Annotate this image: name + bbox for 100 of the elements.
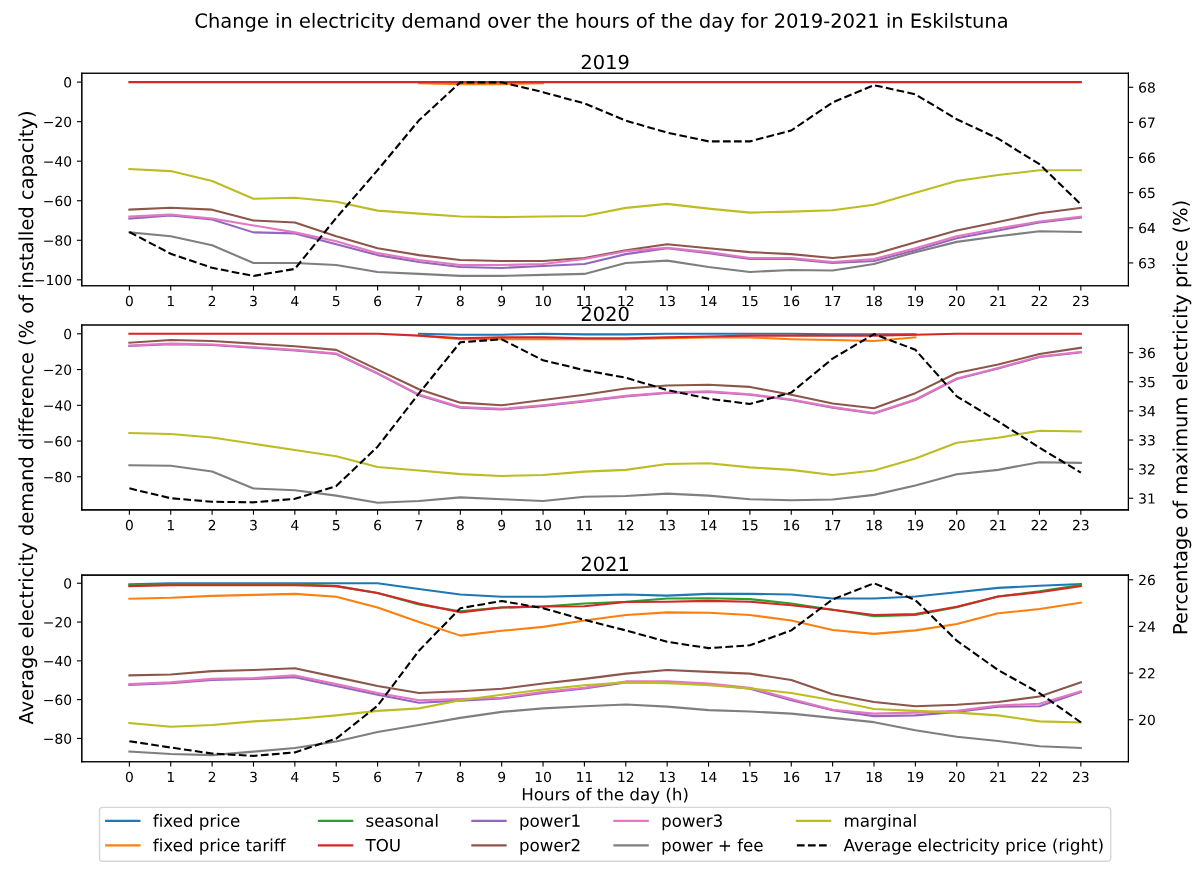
x-tick-label: 13 (659, 771, 675, 783)
legend-label: fixed price tariff (153, 838, 286, 855)
y-tick-label: 0 (64, 578, 72, 589)
x-tick-label: 14 (701, 295, 717, 307)
x-tick-label: 0 (125, 295, 133, 307)
x-tick-label: 23 (1073, 519, 1089, 531)
y-tick-label: −80 (44, 235, 72, 246)
y-tick-label: −80 (44, 471, 72, 483)
x-tick-label: 8 (456, 771, 464, 783)
x-tick-label: 17 (825, 771, 841, 782)
y2-tick-label: 33 (1139, 435, 1155, 446)
x-tick-label: 12 (618, 771, 634, 782)
legend-label: Average electricity price (right) (843, 838, 1103, 855)
x-tick-label: 1 (167, 520, 174, 531)
x-tick-label: 1 (167, 295, 174, 307)
x-tick-label: 7 (415, 295, 423, 307)
x-tick-label: 11 (577, 771, 592, 782)
line-series (128, 667, 1082, 708)
line-series (128, 592, 1082, 637)
y-tick-label: −60 (44, 436, 72, 447)
x-tick-label: 14 (701, 771, 717, 782)
x-tick-label: 17 (825, 295, 841, 307)
y2-tick-label: 63 (1139, 257, 1155, 269)
legend-label: power + fee (662, 838, 763, 855)
x-tick-label: 9 (498, 771, 506, 783)
x-axis-title: Hours of the day (h) (522, 787, 688, 804)
y-tick-label: −20 (44, 617, 72, 628)
x-tick-label: 21 (990, 519, 1006, 531)
y2-tick-label: 65 (1139, 187, 1155, 199)
x-tick-label: 0 (125, 771, 133, 783)
y-tick-label: −40 (44, 400, 72, 411)
line-series (128, 333, 1082, 504)
x-tick-label: 8 (456, 519, 464, 531)
x-tick-label: 3 (250, 295, 257, 307)
legend-label: TOU (365, 838, 400, 852)
x-tick-label: 12 (618, 519, 634, 531)
x-tick-label: 6 (374, 295, 382, 307)
x-tick-label: 21 (990, 295, 1006, 307)
x-tick-label: 2 (208, 295, 216, 307)
legend-label: power2 (520, 838, 580, 855)
x-tick-label: 3 (250, 771, 257, 783)
line-series (128, 703, 1082, 757)
y2-tick-label: 66 (1139, 152, 1155, 164)
x-tick-label: 19 (908, 295, 924, 307)
x-tick-label: 15 (742, 771, 758, 783)
x-tick-label: 9 (498, 295, 506, 307)
x-tick-label: 14 (701, 520, 717, 531)
x-tick-label: 0 (125, 519, 133, 531)
y2-tick-label: 24 (1139, 621, 1156, 632)
x-tick-label: 20 (948, 771, 965, 783)
x-tick-label: 16 (783, 295, 800, 307)
x-tick-label: 1 (167, 771, 174, 782)
y2-tick-label: 32 (1139, 464, 1155, 475)
y-tick-label: −40 (44, 156, 72, 167)
x-tick-label: 10 (535, 295, 551, 307)
x-tick-label: 23 (1073, 295, 1089, 307)
x-tick-label: 13 (659, 295, 675, 307)
x-tick-label: 7 (415, 771, 423, 782)
y2-tick-label: 64 (1139, 222, 1156, 234)
x-tick-label: 5 (332, 771, 340, 783)
x-tick-label: 4 (291, 520, 299, 531)
x-tick-label: 20 (948, 295, 965, 307)
y-tick-label: −60 (44, 694, 72, 706)
x-tick-label: 6 (374, 771, 382, 783)
x-tick-label: 22 (1031, 771, 1047, 782)
y2-tick-label: 68 (1139, 82, 1155, 93)
x-tick-label: 2 (208, 771, 216, 782)
x-tick-label: 23 (1073, 771, 1089, 783)
x-tick-label: 9 (498, 519, 506, 531)
x-tick-label: 2 (208, 519, 216, 531)
legend-label: marginal (845, 814, 916, 831)
x-tick-label: 5 (332, 520, 340, 531)
line-series (128, 461, 1082, 504)
x-tick-label: 11 (577, 520, 592, 531)
legend-label: seasonal (366, 814, 438, 827)
chart-title: 2021 (581, 556, 629, 572)
y-tick-label: −20 (44, 364, 72, 376)
chart-title: 2020 (581, 306, 629, 322)
line-series (128, 81, 1082, 277)
x-tick-label: 22 (1031, 519, 1047, 531)
x-tick-label: 10 (535, 771, 551, 783)
x-tick-label: 10 (535, 519, 551, 531)
y2-tick-label: 26 (1139, 574, 1155, 586)
x-tick-label: 22 (1031, 295, 1047, 307)
y-tick-label: −60 (44, 195, 72, 207)
y2-tick-label: 34 (1139, 405, 1156, 417)
x-tick-label: 5 (332, 295, 340, 307)
x-tick-label: 7 (415, 520, 423, 531)
x-tick-label: 11 (577, 295, 592, 307)
y2-tick-label: 67 (1139, 117, 1155, 128)
line-series (128, 230, 1082, 277)
y2-tick-label: 31 (1139, 493, 1155, 504)
line-series (128, 681, 1082, 728)
line-series (128, 582, 1082, 757)
x-tick-label: 15 (742, 295, 758, 307)
line-series (128, 168, 1082, 219)
x-tick-label: 12 (618, 295, 634, 307)
y-tick-label: −100 (35, 274, 72, 286)
y-tick-label: 0 (64, 77, 72, 88)
y-tick-label: −40 (44, 655, 72, 667)
